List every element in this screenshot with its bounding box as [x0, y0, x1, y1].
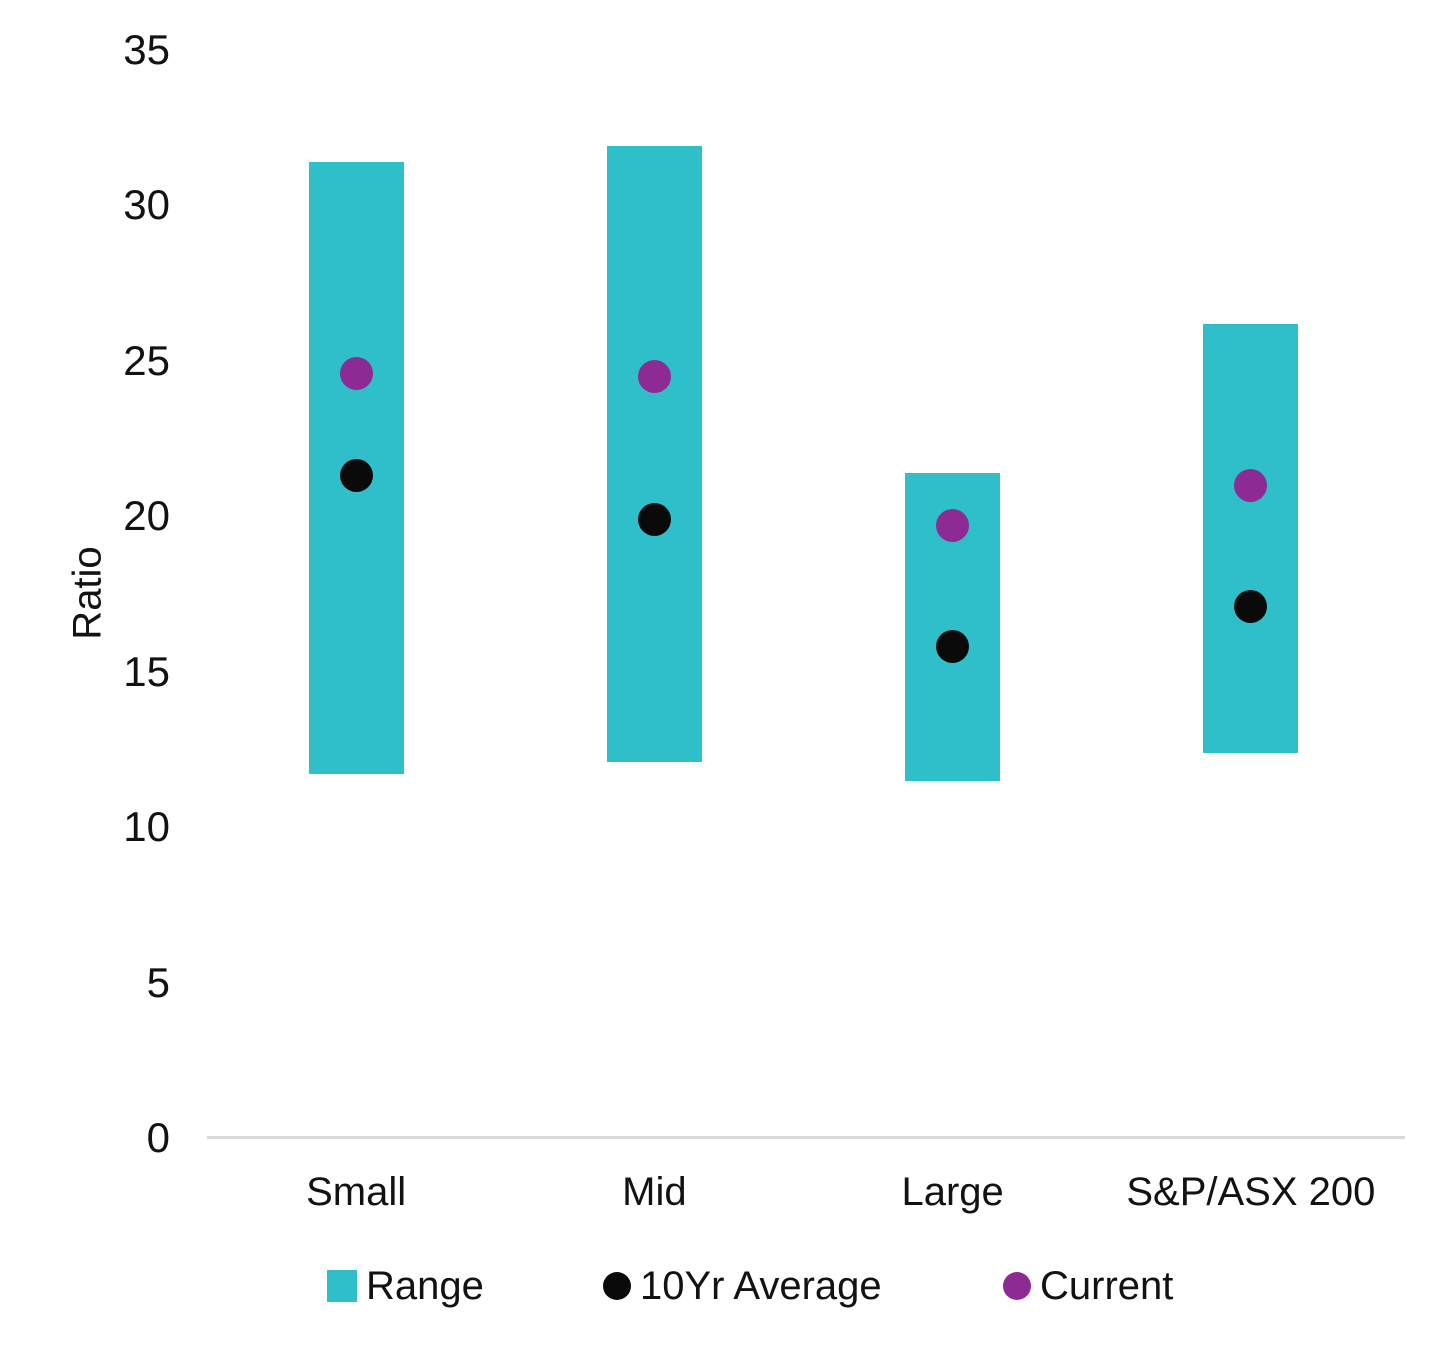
legend-circle-marker [1003, 1272, 1031, 1300]
legend-label: 10Yr Average [640, 1263, 882, 1308]
average-dot [339, 459, 373, 493]
average-dot [936, 630, 970, 664]
legend-square-marker [327, 1270, 357, 1302]
y-tick-label: 35 [123, 26, 170, 73]
y-tick-label: 25 [123, 336, 170, 384]
legend-item: Range [327, 1262, 484, 1310]
y-tick-label: 5 [146, 958, 170, 1006]
x-category-label: Large [901, 1170, 1004, 1214]
current-dot [637, 359, 671, 393]
legend-circle-marker [603, 1272, 631, 1300]
legend-label: Current [1040, 1263, 1174, 1308]
average-dot [637, 502, 671, 536]
legend-item: Current [1003, 1262, 1173, 1310]
average-dot [1234, 589, 1268, 623]
current-dot [339, 356, 373, 390]
legend-label: Range [366, 1263, 484, 1308]
legend: Range 10Yr Average Current [0, 1262, 1448, 1310]
range-bar [1203, 323, 1299, 753]
current-dot [1234, 468, 1268, 502]
y-tick-label: 15 [123, 647, 170, 695]
x-category-label: S&P/ASX 200 [1126, 1170, 1376, 1214]
x-category-label: Mid [622, 1170, 687, 1214]
x-category-label: Small [306, 1170, 407, 1214]
current-dot [936, 509, 970, 543]
y-tick-label: 20 [123, 492, 170, 540]
y-axis-title: Ratio [65, 546, 110, 640]
x-axis-line [207, 1136, 1405, 1139]
y-tick-label: 30 [123, 181, 170, 229]
range-bar [606, 146, 702, 762]
y-tick-label: 10 [123, 803, 170, 851]
y-tick-label: 0 [146, 1114, 170, 1161]
legend-item: 10Yr Average [603, 1262, 882, 1310]
